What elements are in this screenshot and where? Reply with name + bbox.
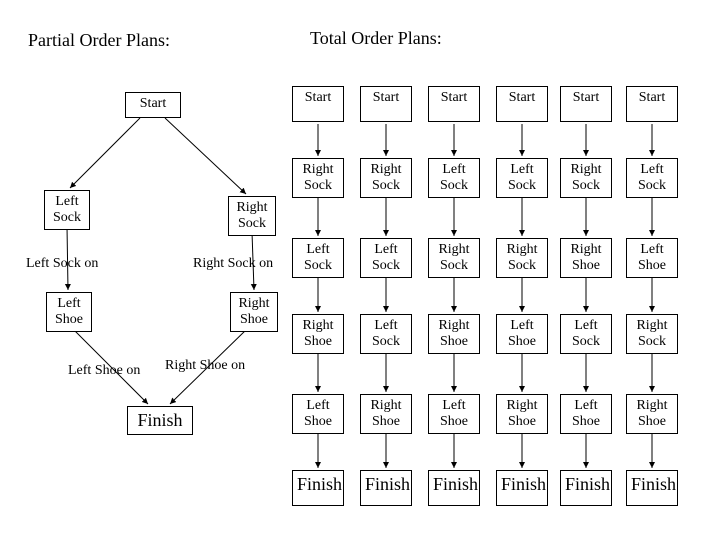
partial-title: Partial Order Plans: bbox=[28, 30, 170, 51]
total-c2-r4: LeftShoe bbox=[428, 394, 480, 434]
partial-left-sock: LeftSock bbox=[44, 190, 90, 230]
total-title: Total Order Plans: bbox=[310, 28, 442, 49]
total-c1-r0: Start bbox=[360, 86, 412, 122]
edge-label-right-sock-on: Right Sock on bbox=[193, 256, 273, 272]
partial-right-sock: RightSock bbox=[228, 196, 276, 236]
total-c0-r5: Finish bbox=[292, 470, 344, 506]
total-c2-r5: Finish bbox=[428, 470, 480, 506]
total-c3-r1: LeftSock bbox=[496, 158, 548, 198]
total-c0-r3: RightShoe bbox=[292, 314, 344, 354]
total-c5-r3: RightSock bbox=[626, 314, 678, 354]
total-c4-r3: LeftSock bbox=[560, 314, 612, 354]
total-c5-r1: LeftSock bbox=[626, 158, 678, 198]
partial-left-shoe: LeftShoe bbox=[46, 292, 92, 332]
total-c5-r5: Finish bbox=[626, 470, 678, 506]
total-c2-r3: RightShoe bbox=[428, 314, 480, 354]
total-c1-r5: Finish bbox=[360, 470, 412, 506]
partial-finish: Finish bbox=[127, 406, 193, 435]
total-c0-r4: LeftShoe bbox=[292, 394, 344, 434]
total-c2-r0: Start bbox=[428, 86, 480, 122]
total-c0-r2: LeftSock bbox=[292, 238, 344, 278]
total-c3-r0: Start bbox=[496, 86, 548, 122]
total-c5-r2: LeftShoe bbox=[626, 238, 678, 278]
total-c5-r4: RightShoe bbox=[626, 394, 678, 434]
total-c1-r2: LeftSock bbox=[360, 238, 412, 278]
total-c3-r2: RightSock bbox=[496, 238, 548, 278]
total-c1-r4: RightShoe bbox=[360, 394, 412, 434]
total-c4-r0: Start bbox=[560, 86, 612, 122]
total-c0-r1: RightSock bbox=[292, 158, 344, 198]
total-c5-r0: Start bbox=[626, 86, 678, 122]
total-c4-r4: LeftShoe bbox=[560, 394, 612, 434]
edge-label-left-shoe-on: Left Shoe on bbox=[68, 363, 140, 379]
total-c2-r1: LeftSock bbox=[428, 158, 480, 198]
total-c4-r2: RightShoe bbox=[560, 238, 612, 278]
total-c3-r5: Finish bbox=[496, 470, 548, 506]
partial-start: Start bbox=[125, 92, 181, 118]
edge-label-right-shoe-on: Right Shoe on bbox=[165, 358, 245, 374]
total-c1-r1: RightSock bbox=[360, 158, 412, 198]
edge-label-left-sock-on: Left Sock on bbox=[26, 256, 98, 272]
total-c3-r3: LeftShoe bbox=[496, 314, 548, 354]
partial-right-shoe: RightShoe bbox=[230, 292, 278, 332]
total-c4-r5: Finish bbox=[560, 470, 612, 506]
total-c1-r3: LeftSock bbox=[360, 314, 412, 354]
total-c4-r1: RightSock bbox=[560, 158, 612, 198]
total-c0-r0: Start bbox=[292, 86, 344, 122]
total-c2-r2: RightSock bbox=[428, 238, 480, 278]
total-c3-r4: RightShoe bbox=[496, 394, 548, 434]
